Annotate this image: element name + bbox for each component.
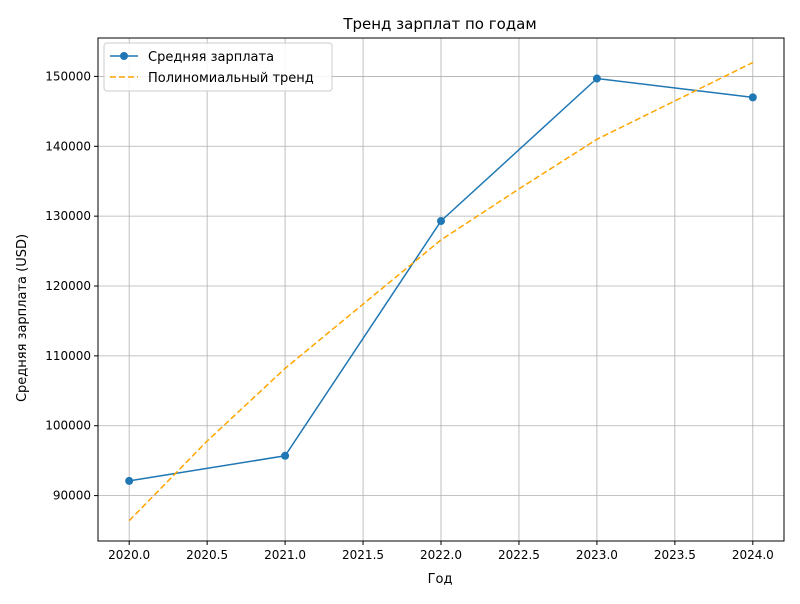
grid xyxy=(98,38,784,541)
legend-box xyxy=(103,42,333,92)
x-tick-label: 2023.5 xyxy=(654,548,696,562)
data-point xyxy=(437,217,445,226)
x-tick-label: 2022.0 xyxy=(420,548,462,562)
data-point xyxy=(592,74,601,83)
legend-label-trend: Полиномиальный тренд xyxy=(148,71,314,86)
y-tick-label: 110000 xyxy=(45,349,91,363)
x-tick-label: 2023.0 xyxy=(576,548,618,562)
y-axis-label: Средняя зарплата (USD) xyxy=(15,234,30,402)
x-tick-label: 2024.0 xyxy=(732,548,774,562)
x-axis-label: Год xyxy=(428,572,453,587)
y-tick-label: 90000 xyxy=(53,489,91,503)
legend-marker-salary xyxy=(120,52,128,60)
y-tick-label: 120000 xyxy=(45,279,91,293)
legend-label-salary: Средняя зарплата xyxy=(148,50,274,65)
series-line-trend xyxy=(128,61,754,522)
y-tick-label: 140000 xyxy=(45,139,91,153)
data-point xyxy=(748,93,757,102)
chart-title: Тренд зарплат по годам xyxy=(342,15,536,33)
x-tick-label: 2020.0 xyxy=(108,548,150,562)
x-tick-label: 2020.5 xyxy=(186,548,228,562)
x-axis-ticks: 2020.0 2020.5 2021.0 2021.5 2022.0 2022.5 2023… xyxy=(108,541,774,562)
series-layer xyxy=(125,61,757,522)
legend: Средняя зарплата Полиномиальный тренд xyxy=(103,42,333,92)
y-tick-label: 150000 xyxy=(45,69,91,83)
data-point xyxy=(125,476,134,485)
y-tick-label: 130000 xyxy=(45,209,91,223)
data-point xyxy=(281,451,290,460)
x-tick-label: 2021.0 xyxy=(264,548,306,562)
x-tick-label: 2021.5 xyxy=(342,548,384,562)
y-tick-label: 100000 xyxy=(45,419,91,433)
x-tick-label: 2022.5 xyxy=(498,548,540,562)
y-axis-ticks: 90000 100000 110000 120000 130000 140000 15000… xyxy=(45,69,98,503)
